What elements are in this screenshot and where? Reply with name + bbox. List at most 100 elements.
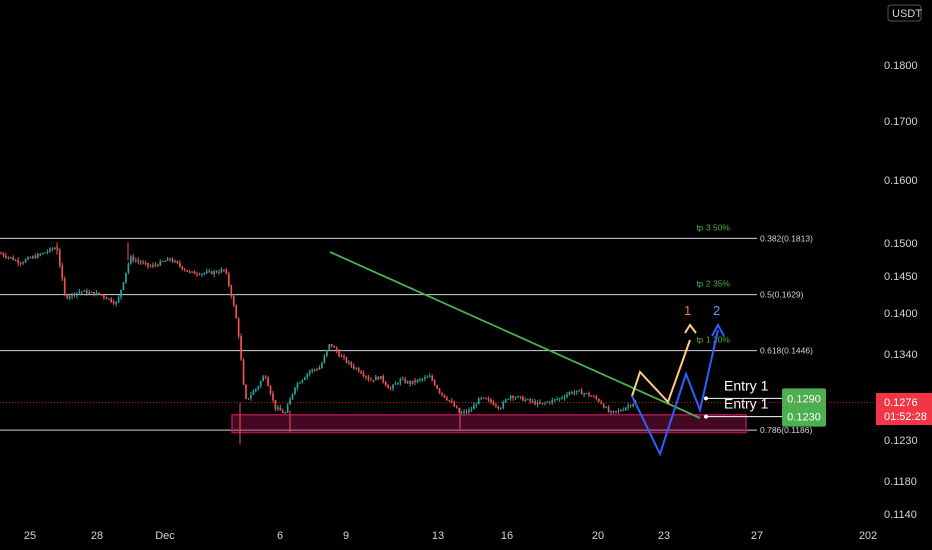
candle-body xyxy=(524,399,527,401)
candle-body xyxy=(257,386,260,389)
candle-body xyxy=(367,377,370,380)
candle-body xyxy=(399,379,402,384)
candle-body xyxy=(49,248,51,252)
candle-body xyxy=(536,402,539,405)
candle-body xyxy=(308,371,311,374)
candle-body xyxy=(495,404,497,407)
candle-body xyxy=(558,398,561,400)
time-axis[interactable]: 25 28 Dec 6 9 13 16 20 23 27 202 xyxy=(24,530,877,542)
candle-body xyxy=(622,409,625,411)
entry-label: Entry 1 xyxy=(724,396,769,412)
fib-level-label: 0.5(0.1629) xyxy=(760,290,804,300)
candle-body xyxy=(348,362,350,364)
candle-body xyxy=(497,406,500,409)
candle-body xyxy=(578,390,581,392)
candle-body xyxy=(392,384,394,389)
candle-body xyxy=(90,291,93,293)
candle-body xyxy=(193,271,196,274)
candle-body xyxy=(355,368,358,370)
candle-body xyxy=(416,379,419,383)
fibonacci-levels: 0.382(0.1813) tp 3 50% 0.5(0.1629) tp 2 35%… xyxy=(0,222,813,435)
candle-body xyxy=(306,373,309,378)
candle-body xyxy=(387,385,389,389)
candle-body xyxy=(470,409,473,411)
x-tick-label: 16 xyxy=(501,530,513,542)
currency-badge[interactable] xyxy=(887,4,922,22)
candle-body xyxy=(465,411,468,413)
candle-body xyxy=(259,381,262,387)
candle-body xyxy=(330,344,333,347)
candle-body xyxy=(134,260,137,262)
wave-2-label: 2 xyxy=(713,303,720,318)
candle-body xyxy=(492,402,495,405)
candle-body xyxy=(198,274,201,276)
candle-body xyxy=(632,403,634,406)
candle-body xyxy=(254,388,257,392)
candle-body xyxy=(401,379,404,381)
candle-body xyxy=(475,404,478,406)
candle-body xyxy=(441,392,443,395)
candle-body xyxy=(541,402,544,404)
candle-body xyxy=(593,396,595,398)
candle-body xyxy=(289,398,291,405)
candle-body xyxy=(303,377,306,380)
candle-body xyxy=(152,264,154,267)
candle-body xyxy=(411,380,414,384)
y-tick-label: 0.1600 xyxy=(884,175,918,187)
candle-body xyxy=(365,375,367,378)
candle-body xyxy=(73,293,76,296)
candle-body xyxy=(526,399,529,401)
candle-body xyxy=(81,291,83,293)
candle-body xyxy=(68,296,71,299)
candle-body xyxy=(245,384,247,399)
candle-body xyxy=(264,376,267,378)
candle-body xyxy=(24,259,27,263)
candle-body xyxy=(95,292,98,295)
candle-body xyxy=(473,405,475,410)
x-tick-label: 202 xyxy=(859,530,877,542)
candle-body xyxy=(5,255,7,258)
x-tick-label: 23 xyxy=(658,530,670,542)
candle-body xyxy=(585,393,588,395)
candle-body xyxy=(147,262,149,267)
candle-body xyxy=(431,375,434,381)
candle-body xyxy=(235,305,238,319)
candle-body xyxy=(362,373,365,376)
candle-body xyxy=(612,411,615,413)
candle-body xyxy=(600,401,603,404)
price-axis[interactable]: 0 USDT 0.18000.17000.16000.15000.14500.1… xyxy=(884,4,922,521)
x-tick-label: 20 xyxy=(592,530,604,542)
candle-body xyxy=(409,381,411,384)
candle-body xyxy=(22,262,24,264)
candle-body xyxy=(29,257,32,259)
y-tick-label: 0.1800 xyxy=(884,60,918,72)
current-price-tag: 0.1276 01:52:28 xyxy=(876,393,932,425)
candle-body xyxy=(620,410,622,412)
candle-body xyxy=(487,399,490,401)
candle-body xyxy=(208,271,211,273)
candle-body xyxy=(9,257,12,259)
candle-body xyxy=(544,402,546,404)
candle-body xyxy=(370,379,372,381)
candle-body xyxy=(404,379,407,383)
x-tick-label: 25 xyxy=(24,530,36,542)
candle-body xyxy=(188,271,191,273)
candle-body xyxy=(247,398,250,400)
candle-body xyxy=(291,393,294,399)
y-tick-label: 0.1450 xyxy=(884,271,918,283)
x-tick-label: 6 xyxy=(277,530,283,542)
candle-body xyxy=(159,261,162,266)
candle-body xyxy=(468,409,470,413)
candle-body xyxy=(272,393,274,400)
candle-body xyxy=(553,399,556,401)
candle-body xyxy=(301,379,304,383)
y-tick-label: 0.1230 xyxy=(884,435,918,447)
candle-body xyxy=(624,407,627,410)
candle-body xyxy=(499,407,502,409)
candle-body xyxy=(103,295,105,298)
candle-body xyxy=(164,260,166,262)
candle-body xyxy=(176,261,179,264)
candlestick-series xyxy=(0,242,637,445)
candle-body xyxy=(196,273,198,275)
